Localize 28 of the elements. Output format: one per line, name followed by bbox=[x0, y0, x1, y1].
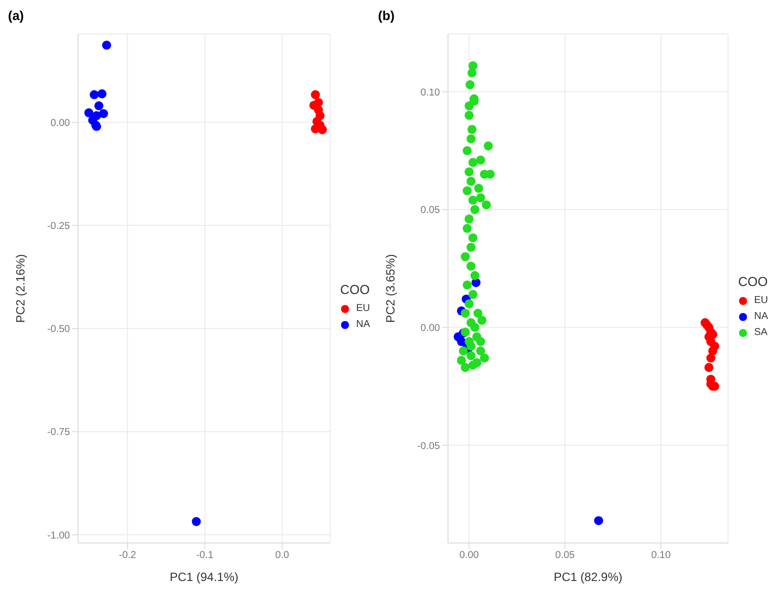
y-axis-title: PC2 (3.65%) bbox=[383, 254, 398, 323]
x-tick-label: 0.10 bbox=[651, 550, 672, 562]
x-tick-label: 0.00 bbox=[459, 550, 480, 562]
y-tick-label: 0.05 bbox=[420, 205, 440, 216]
y-tick-label: -0.50 bbox=[47, 324, 70, 336]
legend-label: NA bbox=[356, 319, 370, 330]
y-tick-label: 0.00 bbox=[50, 118, 70, 129]
y-tick-label: 0.00 bbox=[420, 322, 440, 334]
legend-label: SA bbox=[754, 327, 768, 338]
legend-label: EU bbox=[356, 303, 370, 314]
x-tick-label: -0.2 bbox=[118, 550, 137, 562]
legend-title: COO bbox=[738, 274, 768, 289]
legend-label: NA bbox=[754, 311, 768, 322]
legend-title: COO bbox=[340, 282, 370, 297]
y-axis-title: PC2 (2.16%) bbox=[13, 254, 28, 323]
y-tick-label: -0.75 bbox=[47, 427, 70, 438]
x-tick-label: 0.05 bbox=[555, 550, 576, 562]
x-axis-title: PC1 (94.1%) bbox=[170, 570, 238, 584]
y-tick-label: -0.05 bbox=[417, 440, 440, 452]
y-tick-label: -1.00 bbox=[47, 530, 70, 542]
legend-label: EU bbox=[754, 295, 768, 306]
chart-title: (a) bbox=[8, 8, 25, 25]
chart-title: (b) bbox=[378, 8, 396, 25]
y-tick-label: 0.10 bbox=[420, 87, 440, 98]
x-axis-title: PC1 (82.9%) bbox=[554, 570, 622, 584]
y-tick-label: -0.25 bbox=[47, 220, 70, 232]
x-tick-label: -0.1 bbox=[196, 550, 214, 562]
x-tick-label: 0.0 bbox=[275, 550, 290, 562]
